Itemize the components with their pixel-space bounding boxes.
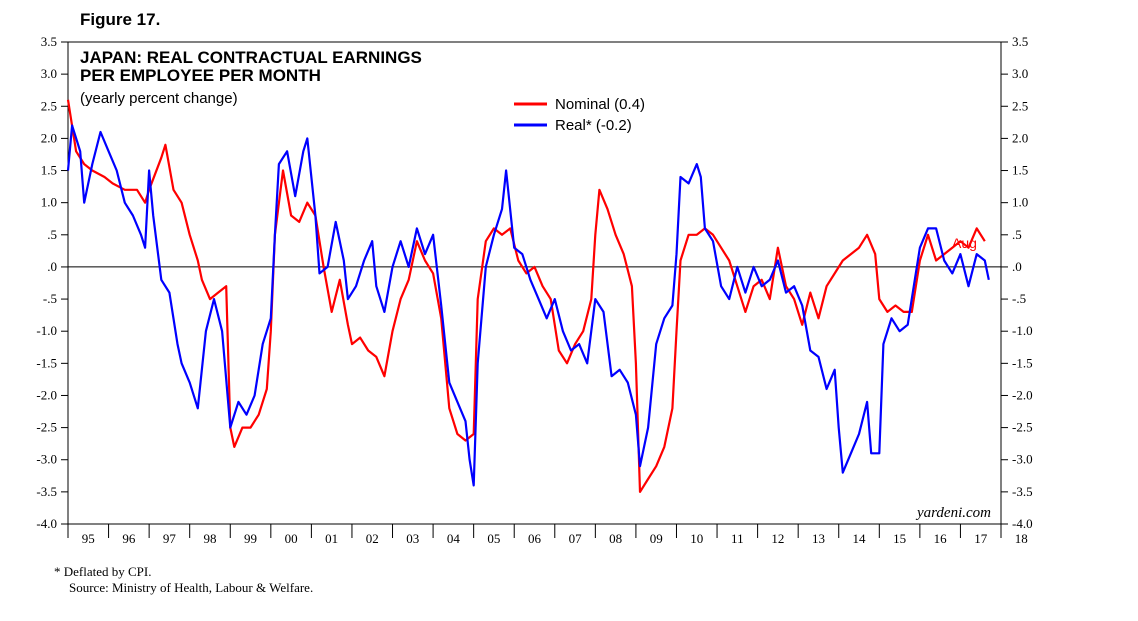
y-tick-label-left: 2.5	[41, 98, 57, 113]
y-tick-label-right: 2.5	[1012, 98, 1028, 113]
y-tick-label-left: 1.0	[41, 195, 57, 210]
chart-title-line1: JAPAN: REAL CONTRACTUAL EARNINGS	[80, 48, 422, 67]
legend-label-nominal: Nominal (0.4)	[555, 96, 645, 113]
chart-title-line2: PER EMPLOYEE PER MONTH	[80, 66, 321, 85]
y-tick-label-left: -4.0	[36, 516, 57, 531]
x-tick-label: 10	[690, 531, 703, 546]
series-line-nominal	[66, 99, 986, 493]
x-tick-label: 97	[163, 531, 177, 546]
y-tick-label-right: 2.0	[1012, 130, 1028, 145]
footnote: * Deflated by CPI. Source: Ministry of H…	[54, 564, 313, 596]
legend-label-real: Real* (-0.2)	[555, 117, 632, 134]
x-tick-label: 01	[325, 531, 338, 546]
y-tick-label-left: 2.0	[41, 130, 57, 145]
source-watermark: yardeni.com	[915, 505, 991, 521]
x-tick-label: 03	[406, 531, 419, 546]
y-tick-label-left: -1.5	[36, 355, 57, 370]
legend: Nominal (0.4) Real* (-0.2)	[514, 96, 645, 134]
y-tick-label-right: .0	[1012, 259, 1022, 274]
x-tick-label: 16	[934, 531, 948, 546]
y-tick-label-left: 3.0	[41, 66, 57, 81]
y-tick-label-right: 1.5	[1012, 163, 1028, 178]
x-tick-label: 00	[285, 531, 298, 546]
figure-label: Figure 17.	[80, 10, 161, 29]
y-tick-label-right: .5	[1012, 227, 1022, 242]
plot-frame	[67, 41, 1002, 525]
end-label-aug: Aug	[952, 235, 977, 251]
x-tick-label: 98	[203, 531, 216, 546]
x-tick-label: 05	[487, 531, 500, 546]
x-tick-label: 08	[609, 531, 622, 546]
y-tick-label-left: -1.0	[36, 323, 57, 338]
footnote-line-deflated: * Deflated by CPI.	[54, 564, 152, 579]
x-tick-label: 06	[528, 531, 542, 546]
y-axis-right: 3.5 3.0 2.5 2.0 1.5 1.0 .5 .0 -.5 -1.0 -1.5 -2.0 -2.…	[1001, 34, 1033, 531]
y-tick-label-left: 1.5	[41, 163, 57, 178]
y-tick-label-right: -2.0	[1012, 387, 1033, 402]
y-axis-left: 3.5 3.0 2.5 2.0 1.5 1.0 .5 .0 -.5 -1.0 -1.5 -2.0 -2.…	[36, 34, 68, 531]
x-tick-label: 11	[731, 531, 744, 546]
y-tick-label-left: -3.0	[36, 452, 57, 467]
y-tick-label-left: .5	[47, 227, 57, 242]
x-tick-label: 17	[974, 531, 988, 546]
y-tick-label-right: -4.0	[1012, 516, 1033, 531]
x-tick-label: 07	[569, 531, 583, 546]
y-tick-label-right: 1.0	[1012, 195, 1028, 210]
y-tick-label-left: -.5	[43, 291, 57, 306]
y-tick-label-left: .0	[47, 259, 57, 274]
y-tick-label-right: -1.5	[1012, 355, 1033, 370]
x-tick-label: 04	[447, 531, 461, 546]
y-tick-label-right: -.5	[1012, 291, 1026, 306]
y-tick-label-right: -3.5	[1012, 484, 1033, 499]
x-tick-label: 15	[893, 531, 906, 546]
x-tick-label: 95	[82, 531, 95, 546]
x-tick-label: 14	[853, 531, 867, 546]
chart-subtitle: (yearly percent change)	[80, 90, 238, 107]
series-line-real	[66, 124, 990, 487]
y-tick-label-left: 3.5	[41, 34, 57, 49]
footnote-line-source: Source: Ministry of Health, Labour & Wel…	[69, 580, 314, 595]
y-tick-label-right: 3.0	[1012, 66, 1028, 81]
y-tick-label-right: -3.0	[1012, 452, 1033, 467]
x-tick-label: 09	[650, 531, 663, 546]
x-tick-label: 96	[122, 531, 136, 546]
y-tick-label-left: -2.0	[36, 387, 57, 402]
y-tick-label-right: 3.5	[1012, 34, 1028, 49]
y-tick-label-right: -1.0	[1012, 323, 1033, 338]
x-axis: 95 96 97 98 99 00 01 02 03 04 05 06 07 08 09 10 11 12 13 14…	[67, 524, 1028, 546]
y-tick-label-left: -2.5	[36, 420, 57, 435]
x-tick-label: 99	[244, 531, 257, 546]
x-tick-label: 18	[1015, 531, 1028, 546]
x-tick-label: 13	[812, 531, 825, 546]
y-tick-label-right: -2.5	[1012, 420, 1033, 435]
x-tick-label: 02	[366, 531, 379, 546]
y-tick-label-left: -3.5	[36, 484, 57, 499]
x-tick-label: 12	[771, 531, 784, 546]
